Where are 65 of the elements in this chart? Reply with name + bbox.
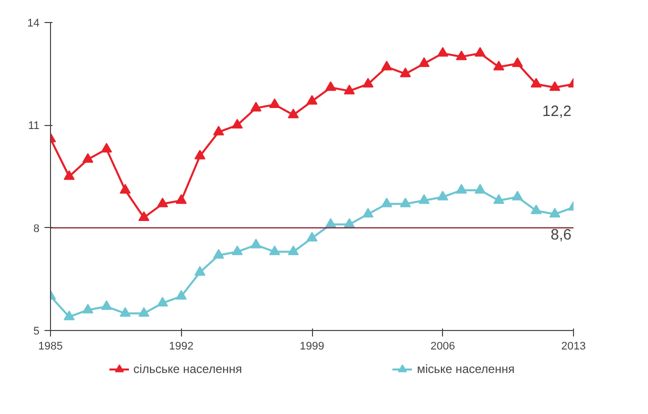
point — [456, 50, 467, 60]
annotation: 12,2 — [542, 103, 572, 120]
point — [250, 102, 262, 112]
point — [64, 170, 75, 180]
point — [176, 194, 187, 204]
point — [176, 290, 187, 300]
point — [82, 304, 94, 314]
point — [325, 81, 336, 91]
y-tick-label: 5 — [33, 326, 40, 338]
point — [456, 184, 467, 194]
point — [306, 94, 318, 105]
point — [306, 232, 318, 242]
point — [418, 194, 430, 204]
point — [493, 194, 504, 204]
point — [400, 198, 411, 208]
point — [232, 246, 243, 256]
point — [288, 108, 299, 118]
point — [381, 198, 392, 208]
point — [120, 307, 131, 317]
point — [269, 246, 280, 256]
point — [194, 150, 206, 160]
point — [474, 184, 486, 194]
point — [82, 153, 94, 163]
x-tick-label: 1985 — [38, 340, 63, 352]
point — [232, 118, 243, 129]
point — [213, 248, 224, 259]
point — [138, 211, 150, 221]
point — [512, 57, 523, 67]
y-tick-label: 8 — [33, 222, 40, 235]
point — [549, 81, 560, 91]
point — [512, 190, 523, 200]
point — [101, 300, 112, 310]
point — [138, 307, 150, 317]
x-tick-label: 1992 — [169, 340, 194, 352]
point — [213, 126, 224, 136]
point — [474, 47, 486, 57]
point — [64, 310, 75, 320]
point — [157, 198, 168, 208]
point — [120, 184, 131, 194]
point — [530, 78, 542, 88]
point — [400, 68, 411, 78]
x-tick-label: 1999 — [300, 340, 324, 352]
y-tick-label: 14 — [27, 18, 40, 30]
point — [549, 208, 560, 218]
point — [362, 208, 374, 218]
point — [418, 57, 430, 67]
y-tick-label: 11 — [28, 120, 40, 132]
x-tick-label: 2006 — [430, 340, 455, 352]
point — [269, 98, 280, 108]
annotation: 8,6 — [550, 226, 572, 244]
legend-label: міське населення — [417, 362, 515, 376]
point — [157, 296, 168, 307]
point — [437, 47, 448, 57]
legend-label: сільське населення — [133, 362, 242, 376]
point — [194, 266, 206, 276]
point — [493, 60, 504, 70]
point — [344, 84, 355, 94]
point — [530, 204, 542, 214]
x-tick-label: 2013 — [561, 340, 586, 352]
point — [288, 246, 299, 256]
point — [250, 238, 262, 248]
point — [381, 60, 392, 70]
point — [362, 78, 374, 88]
point — [437, 190, 448, 200]
point — [101, 142, 112, 153]
